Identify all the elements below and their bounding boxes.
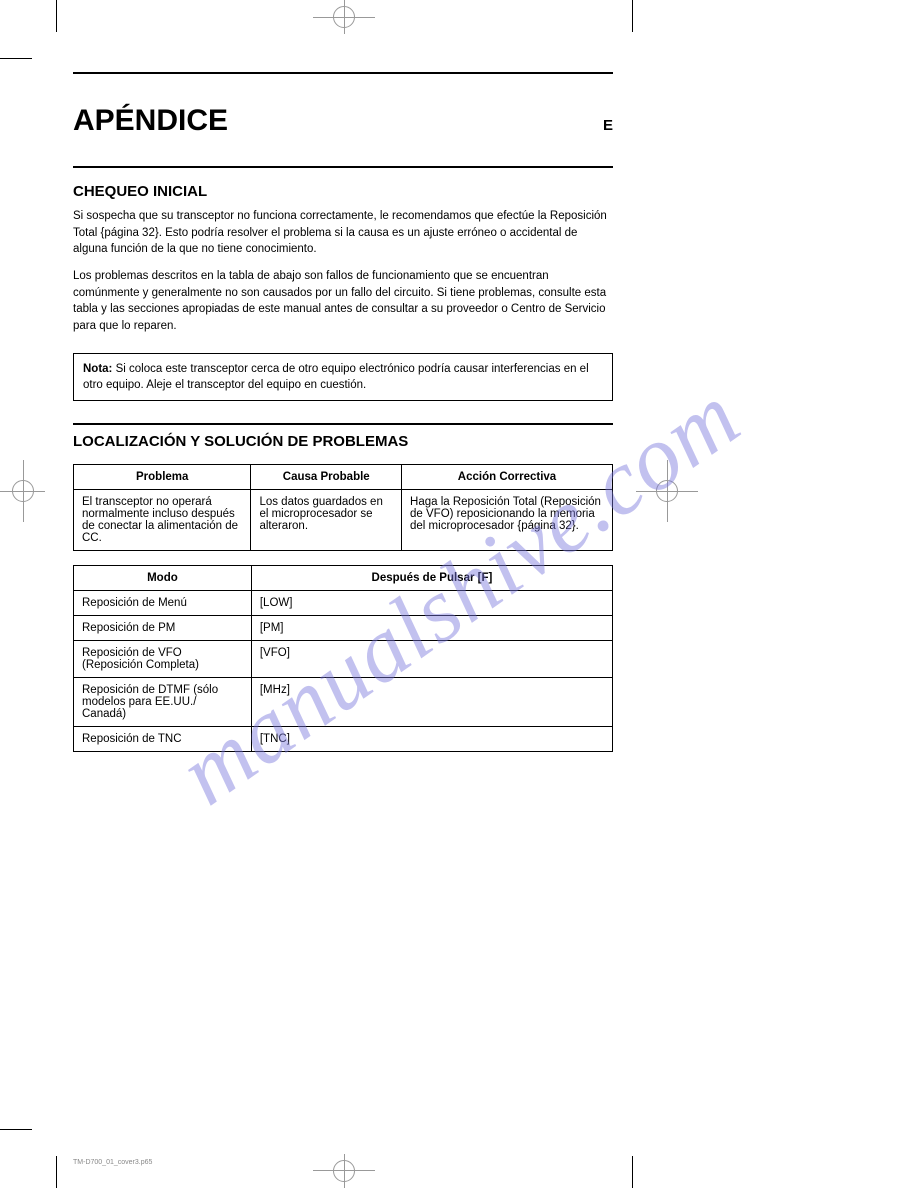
document-page: APÉNDICE E CHEQUEO INICIAL Si sospecha q… xyxy=(73,72,613,752)
table-cell: Reposición de Menú xyxy=(74,590,252,615)
paragraph: Si sospecha que su transceptor no funcio… xyxy=(73,208,613,258)
registration-line xyxy=(23,460,24,522)
table-header: Después de Pulsar [F] xyxy=(251,565,612,590)
crop-mark xyxy=(56,1156,57,1188)
footer-filename: TM-D700_01_cover3.p65 xyxy=(73,1159,152,1166)
registration-line xyxy=(344,1154,345,1188)
table-row: El transceptor no operará normalmente in… xyxy=(74,489,613,550)
language-tag: E xyxy=(603,117,613,134)
crop-mark xyxy=(632,1156,633,1188)
registration-line xyxy=(667,460,668,522)
table-cell: Reposición de TNC xyxy=(74,726,252,751)
paragraph: Los problemas descritos en la tabla de a… xyxy=(73,268,613,335)
table-row: Reposición de TNC [TNC] xyxy=(74,726,613,751)
rule xyxy=(73,166,613,168)
table-cell: [PM] xyxy=(251,615,612,640)
table-cell: Reposición de PM xyxy=(74,615,252,640)
table-cell: El transceptor no operará normalmente in… xyxy=(74,489,251,550)
note-box: Nota: Si coloca este transceptor cerca d… xyxy=(73,353,613,401)
top-rule xyxy=(73,72,613,74)
table-row: Reposición de DTMF (sólo modelos para EE… xyxy=(74,677,613,726)
table-header: Problema xyxy=(74,464,251,489)
table-cell: Reposición de DTMF (sólo modelos para EE… xyxy=(74,677,252,726)
table-header: Causa Probable xyxy=(251,464,402,489)
table-cell: Haga la Reposición Total (Reposición de … xyxy=(402,489,613,550)
troubleshooting-table: Problema Causa Probable Acción Correctiv… xyxy=(73,464,613,551)
table-cell: [MHz] xyxy=(251,677,612,726)
table-row: Reposición de PM [PM] xyxy=(74,615,613,640)
crop-mark xyxy=(632,0,633,32)
table-header-row: Modo Después de Pulsar [F] xyxy=(74,565,613,590)
table-row: Reposición de Menú [LOW] xyxy=(74,590,613,615)
table-cell: [LOW] xyxy=(251,590,612,615)
section-header: APÉNDICE E xyxy=(73,104,613,138)
registration-line xyxy=(344,0,345,34)
crop-mark xyxy=(0,58,32,59)
reset-modes-table: Modo Después de Pulsar [F] Reposición de… xyxy=(73,565,613,752)
table-header: Acción Correctiva xyxy=(402,464,613,489)
table-header-row: Problema Causa Probable Acción Correctiv… xyxy=(74,464,613,489)
note-text: Si coloca este transceptor cerca de otro… xyxy=(83,363,589,391)
note-label: Nota: xyxy=(83,363,112,375)
table-cell: Los datos guardados en el microprocesado… xyxy=(251,489,402,550)
section-title: APÉNDICE xyxy=(73,104,228,138)
table-cell: [TNC] xyxy=(251,726,612,751)
table-cell: [VFO] xyxy=(251,640,612,677)
crop-mark xyxy=(0,1129,32,1130)
table-cell: Reposición de VFO (Reposición Completa) xyxy=(74,640,252,677)
table-row: Reposición de VFO (Reposición Completa) … xyxy=(74,640,613,677)
body-paragraphs: Si sospecha que su transceptor no funcio… xyxy=(73,208,613,335)
table-header: Modo xyxy=(74,565,252,590)
rule xyxy=(73,423,613,425)
crop-mark xyxy=(56,0,57,32)
subsection-heading: LOCALIZACIÓN Y SOLUCIÓN DE PROBLEMAS xyxy=(73,433,613,450)
subsection-heading: CHEQUEO INICIAL xyxy=(73,183,613,200)
